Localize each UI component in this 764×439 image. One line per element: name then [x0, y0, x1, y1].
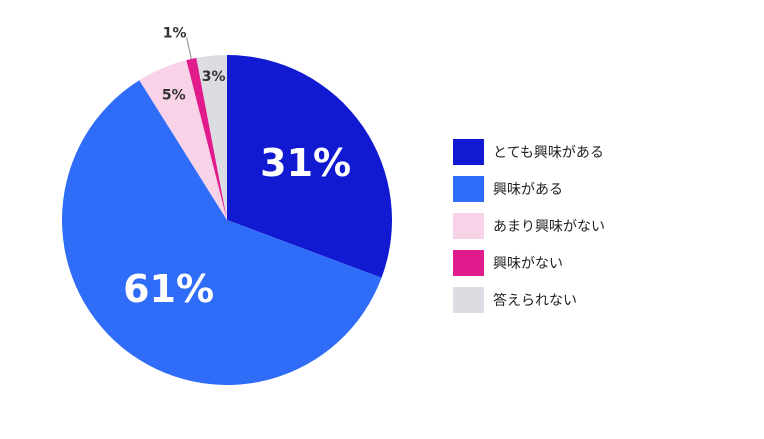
legend-item-interested: 興味がある [453, 170, 605, 207]
pie-slice [227, 55, 392, 278]
legend-label: 答えられない [493, 292, 577, 309]
legend-item-cannot-answer: 答えられない [453, 281, 605, 318]
legend-label: あまり興味がない [493, 218, 605, 235]
slice-data-label: 3% [202, 69, 226, 85]
legend-item-not-interested: 興味がない [453, 244, 605, 281]
legend-label: 興味がある [493, 181, 563, 198]
legend-item-very-interested: とても興味がある [453, 133, 605, 170]
legend-swatch [453, 249, 484, 276]
legend-label: 興味がない [493, 255, 563, 272]
leader-line [186, 37, 192, 60]
slice-data-label: 5% [162, 88, 186, 104]
legend-swatch [453, 286, 484, 313]
pie-slice [196, 55, 227, 220]
slice-data-label: 31% [260, 141, 351, 185]
legend-swatch [453, 138, 484, 165]
slice-data-label: 61% [123, 267, 214, 311]
pie-slice [186, 57, 227, 220]
legend: とても興味がある 興味がある あまり興味がない 興味がない 答えられない [453, 133, 605, 318]
legend-item-not-very-interested: あまり興味がない [453, 207, 605, 244]
legend-label: とても興味がある [493, 144, 604, 161]
slice-data-label: 1% [163, 25, 187, 41]
legend-swatch [453, 175, 484, 202]
legend-swatch [453, 212, 484, 239]
pie-slice [61, 80, 382, 386]
pie-slice [139, 60, 227, 220]
